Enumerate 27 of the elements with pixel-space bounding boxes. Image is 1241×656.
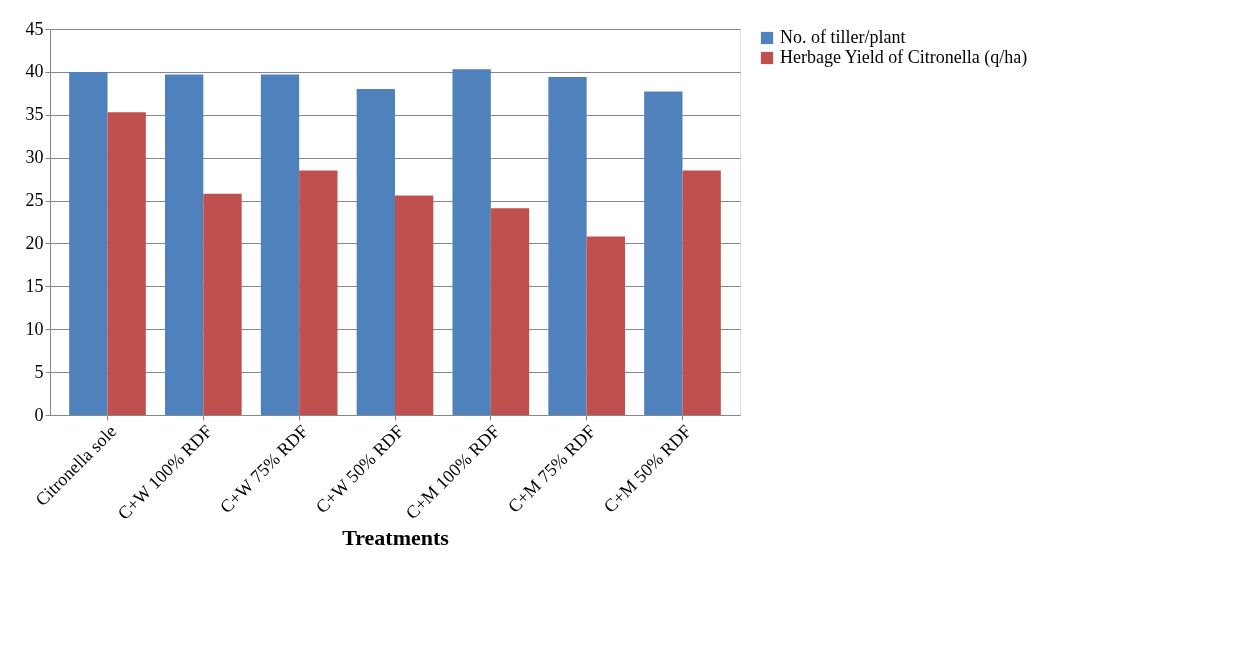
- bar: [299, 170, 338, 415]
- bar: [69, 71, 108, 415]
- y-tick-label: 45: [25, 18, 44, 39]
- bar: [644, 91, 683, 415]
- bar: [107, 112, 146, 415]
- bar: [395, 195, 434, 415]
- y-tick-label: 10: [25, 318, 44, 339]
- y-tick-label: 25: [25, 190, 44, 211]
- bar: [490, 208, 530, 415]
- legend-label: No. of tiller/plant: [780, 27, 906, 47]
- legend-label: Herbage Yield of Citronella (q/ha): [780, 47, 1028, 68]
- y-tick-label: 5: [34, 361, 44, 382]
- y-tick-label: 15: [25, 275, 44, 296]
- bar: [586, 236, 625, 415]
- bar: [203, 193, 242, 415]
- bar: [452, 69, 491, 415]
- bar: [356, 89, 395, 415]
- y-tick-label: 35: [25, 104, 44, 125]
- bar: [682, 170, 721, 415]
- x-axis-title: Treatments: [342, 524, 450, 550]
- bar: [260, 74, 300, 415]
- bar: [165, 74, 204, 415]
- y-tick-label: 20: [25, 232, 44, 253]
- bar: [548, 77, 587, 415]
- y-tick-label: 40: [25, 61, 44, 82]
- y-tick-label: 30: [25, 147, 44, 168]
- y-tick-label: 0: [34, 404, 44, 425]
